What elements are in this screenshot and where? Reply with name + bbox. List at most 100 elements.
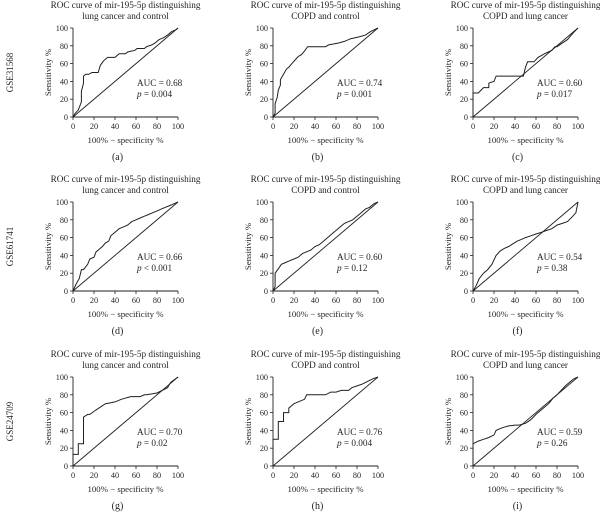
roc-panel-c: ROC curve of mir-195-5p distinguishingCO…	[443, 0, 600, 163]
y-tick-label: 20	[260, 269, 268, 278]
p-value-label: p < 0.001	[136, 263, 172, 273]
y-tick-label: 100	[456, 198, 468, 207]
x-tick-label: 40	[311, 122, 319, 131]
chart-title-line: ROC curve of mir-195-5p distinguishing	[251, 174, 401, 184]
x-tick-label: 60	[532, 471, 540, 480]
x-axis-label: 100% − specificity %	[487, 309, 564, 319]
y-tick-label: 40	[260, 426, 268, 435]
roc-panel-f: ROC curve of mir-195-5p distinguishingCO…	[443, 174, 600, 337]
y-tick-label: 20	[460, 95, 468, 104]
chart-title-line: ROC curve of mir-195-5p distinguishing	[51, 174, 201, 184]
y-tick-label: 20	[260, 444, 268, 453]
x-tick-label: 40	[511, 122, 519, 131]
x-tick-label: 40	[111, 122, 119, 131]
x-tick-label: 80	[153, 296, 161, 305]
x-tick-label: 100	[172, 122, 184, 131]
y-tick-label: 80	[60, 216, 68, 225]
roc-panel-g: ROC curve of mir-195-5p distinguishinglu…	[43, 349, 201, 512]
y-tick-label: 60	[60, 60, 68, 69]
x-tick-label: 100	[572, 122, 584, 131]
x-axis-label: 100% − specificity %	[87, 484, 164, 494]
roc-curve	[272, 376, 379, 466]
y-tick-label: 0	[464, 113, 468, 122]
y-tick-label: 0	[264, 287, 268, 296]
y-tick-label: 0	[464, 462, 468, 471]
y-tick-label: 80	[260, 42, 268, 51]
y-tick-label: 80	[60, 42, 68, 51]
x-tick-label: 80	[353, 296, 361, 305]
reference-diagonal	[472, 376, 579, 467]
reference-diagonal	[272, 376, 379, 467]
panel-label: (f)	[513, 326, 523, 337]
y-axis-label: Sensitivity %	[43, 397, 53, 445]
roc-curve	[72, 201, 179, 292]
chart-title-line: ROC curve of mir-195-5p distinguishing	[251, 0, 401, 10]
panel-label: (d)	[112, 326, 124, 337]
y-axis-label: Sensitivity %	[43, 222, 53, 270]
y-tick-label: 100	[256, 24, 268, 33]
y-tick-label: 80	[460, 216, 468, 225]
x-tick-label: 100	[372, 471, 384, 480]
y-tick-label: 80	[460, 391, 468, 400]
auc-label: AUC = 0.60	[337, 252, 383, 262]
roc-panel-b: ROC curve of mir-195-5p distinguishingCO…	[243, 0, 401, 163]
x-tick-label: 80	[553, 471, 561, 480]
y-tick-label: 40	[60, 251, 68, 260]
auc-label: AUC = 0.70	[137, 427, 183, 437]
x-tick-label: 40	[511, 471, 519, 480]
panel-label: (a)	[112, 152, 123, 163]
p-value-label: p = 0.12	[336, 263, 368, 273]
p-value-label: p = 0.004	[336, 438, 372, 448]
roc-panel-h: ROC curve of mir-195-5p distinguishingCO…	[243, 349, 401, 512]
x-tick-label: 100	[572, 471, 584, 480]
y-tick-label: 80	[460, 42, 468, 51]
y-tick-label: 40	[260, 251, 268, 260]
y-tick-label: 0	[64, 113, 68, 122]
y-tick-label: 100	[256, 373, 268, 382]
roc-curve	[72, 27, 179, 118]
chart-title-line: lung cancer and control	[82, 185, 169, 195]
x-tick-label: 0	[271, 122, 275, 131]
reference-diagonal	[72, 27, 179, 118]
x-tick-label: 80	[553, 296, 561, 305]
y-axis-label: Sensitivity %	[443, 48, 453, 96]
x-tick-label: 80	[553, 122, 561, 131]
reference-diagonal	[272, 201, 379, 292]
x-tick-label: 20	[290, 296, 298, 305]
x-axis-label: 100% − specificity %	[487, 484, 564, 494]
panel-label: (i)	[513, 501, 522, 512]
p-value-label: p = 0.004	[136, 89, 172, 99]
y-tick-label: 0	[464, 287, 468, 296]
y-axis-label: Sensitivity %	[43, 48, 53, 96]
y-tick-label: 20	[260, 95, 268, 104]
chart-title-line: ROC curve of mir-195-5p distinguishing	[251, 349, 401, 359]
x-tick-label: 0	[71, 471, 75, 480]
panel-label: (g)	[112, 501, 124, 512]
x-tick-label: 60	[332, 471, 340, 480]
x-tick-label: 80	[153, 471, 161, 480]
x-axis-label: 100% − specificity %	[287, 484, 364, 494]
p-value-label: p = 0.001	[336, 89, 372, 99]
roc-panel-d: ROC curve of mir-195-5p distinguishinglu…	[43, 174, 201, 337]
y-tick-label: 60	[460, 234, 468, 243]
x-axis-label: 100% − specificity %	[87, 309, 164, 319]
roc-curve	[472, 27, 579, 117]
x-tick-label: 20	[490, 471, 498, 480]
x-tick-label: 20	[90, 122, 98, 131]
chart-title-line: COPD and lung cancer	[483, 11, 568, 21]
y-tick-label: 80	[60, 391, 68, 400]
y-axis-label: Sensitivity %	[443, 397, 453, 445]
x-tick-label: 60	[132, 122, 140, 131]
y-axis-label: Sensitivity %	[443, 222, 453, 270]
x-tick-label: 0	[271, 296, 275, 305]
y-tick-label: 60	[460, 409, 468, 418]
chart-title-line: ROC curve of mir-195-5p distinguishing	[51, 0, 201, 10]
y-axis-label: Sensitivity %	[243, 48, 253, 96]
y-tick-label: 100	[456, 24, 468, 33]
reference-diagonal	[72, 201, 179, 292]
reference-diagonal	[72, 376, 179, 467]
chart-title-line: ROC curve of mir-195-5p distinguishing	[51, 349, 201, 359]
roc-panel-e: ROC curve of mir-195-5p distinguishingCO…	[243, 174, 401, 337]
x-tick-label: 100	[172, 471, 184, 480]
